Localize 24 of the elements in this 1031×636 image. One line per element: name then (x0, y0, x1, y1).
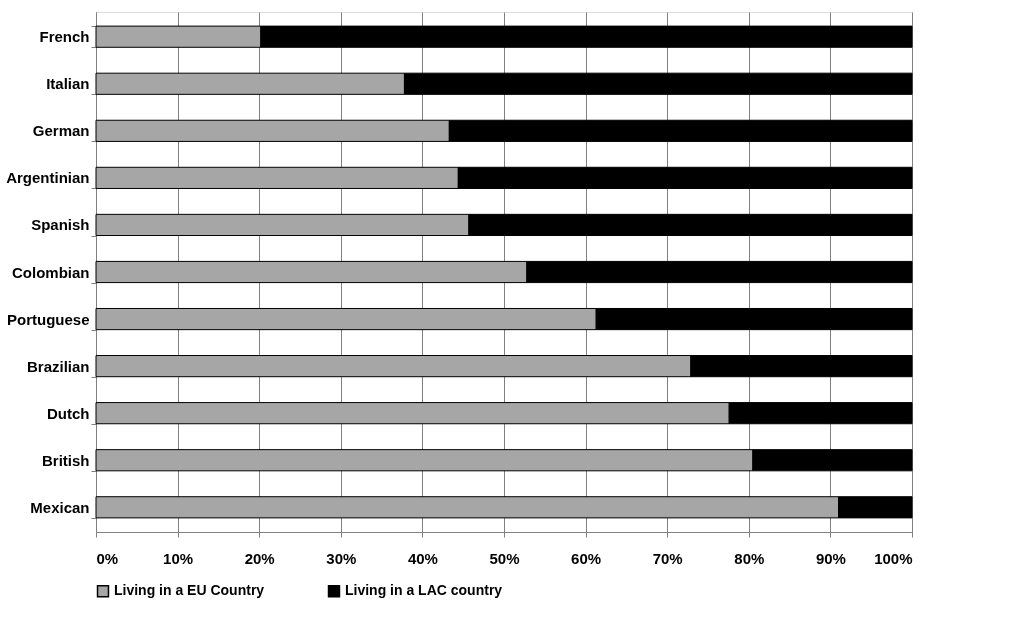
y-tick-label: Portuguese (6, 310, 90, 328)
y-tick-label: Dutch (47, 404, 90, 422)
y-tick-label: Brazilian (26, 357, 90, 375)
x-tick-label: 10% (163, 549, 194, 567)
x-tick-label: 100% (874, 549, 913, 567)
x-tick-label: 0% (96, 549, 119, 567)
x-tick-label: 60% (571, 549, 602, 567)
y-tick-label: Italian (46, 75, 90, 93)
y-tick-label: French (39, 28, 90, 46)
x-tick-label: 90% (815, 549, 846, 567)
x-tick-label: 80% (734, 549, 765, 567)
x-tick-label: 70% (652, 549, 683, 567)
legend-label: Living in a LAC country (345, 582, 503, 599)
x-tick-label: 30% (326, 549, 357, 567)
y-tick-label: British (41, 451, 90, 469)
y-tick-label: German (32, 122, 90, 140)
x-tick-label: 20% (244, 549, 275, 567)
x-tick-label: 50% (489, 549, 520, 567)
y-tick-label: Mexican (30, 498, 90, 516)
legend-label: Living in a EU Country (114, 582, 265, 599)
y-tick-label: Spanish (31, 216, 90, 234)
y-tick-label: Argentinian (6, 169, 90, 187)
y-tick-label: Colombian (12, 263, 90, 281)
x-tick-label: 40% (407, 549, 438, 567)
